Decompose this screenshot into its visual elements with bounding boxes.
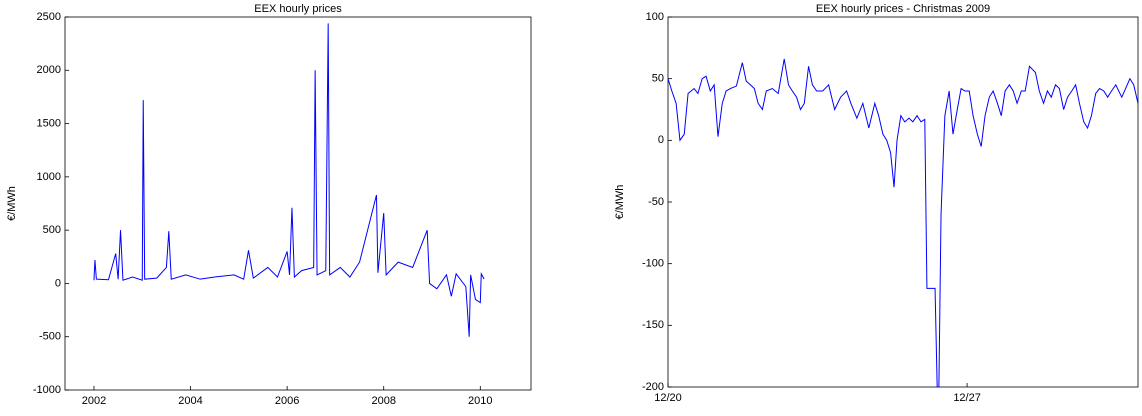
price-line <box>667 58 1139 388</box>
chart-title: EEX hourly prices - Christmas 2009 <box>816 3 990 15</box>
y-tick-label: 0 <box>55 277 61 289</box>
x-tick-label: 2002 <box>82 395 106 407</box>
x-tick-label: 12/27 <box>953 392 981 404</box>
x-tick-label: 2008 <box>371 395 395 407</box>
y-tick-label: -200 <box>642 381 664 393</box>
y-axis-label: €/MWh <box>614 185 626 220</box>
y-tick-label: -1000 <box>33 384 61 396</box>
x-tick-label: 2006 <box>275 395 299 407</box>
y-tick-label: 1500 <box>37 117 61 129</box>
y-tick-label: 0 <box>658 134 664 146</box>
y-tick-label: -500 <box>39 331 61 343</box>
x-tick-label: 2004 <box>178 395 202 407</box>
plot-frame <box>64 16 532 391</box>
y-tick-label: -150 <box>642 319 664 331</box>
x-tick-label: 2010 <box>468 395 492 407</box>
plot-frame <box>667 16 1139 388</box>
y-tick-label: 500 <box>43 224 61 236</box>
y-tick-label: -100 <box>642 258 664 270</box>
y-tick-label: 50 <box>652 73 664 85</box>
chart-title: EEX hourly prices <box>254 3 342 15</box>
y-tick-label: 100 <box>646 11 664 23</box>
y-tick-label: 1000 <box>37 171 61 183</box>
y-tick-label: 2500 <box>37 11 61 23</box>
price-line <box>93 23 485 337</box>
x-tick-label: 12/20 <box>654 392 682 404</box>
y-tick-label: 2000 <box>37 64 61 76</box>
y-tick-label: -50 <box>648 196 664 208</box>
y-axis-label: €/MWh <box>6 186 18 221</box>
